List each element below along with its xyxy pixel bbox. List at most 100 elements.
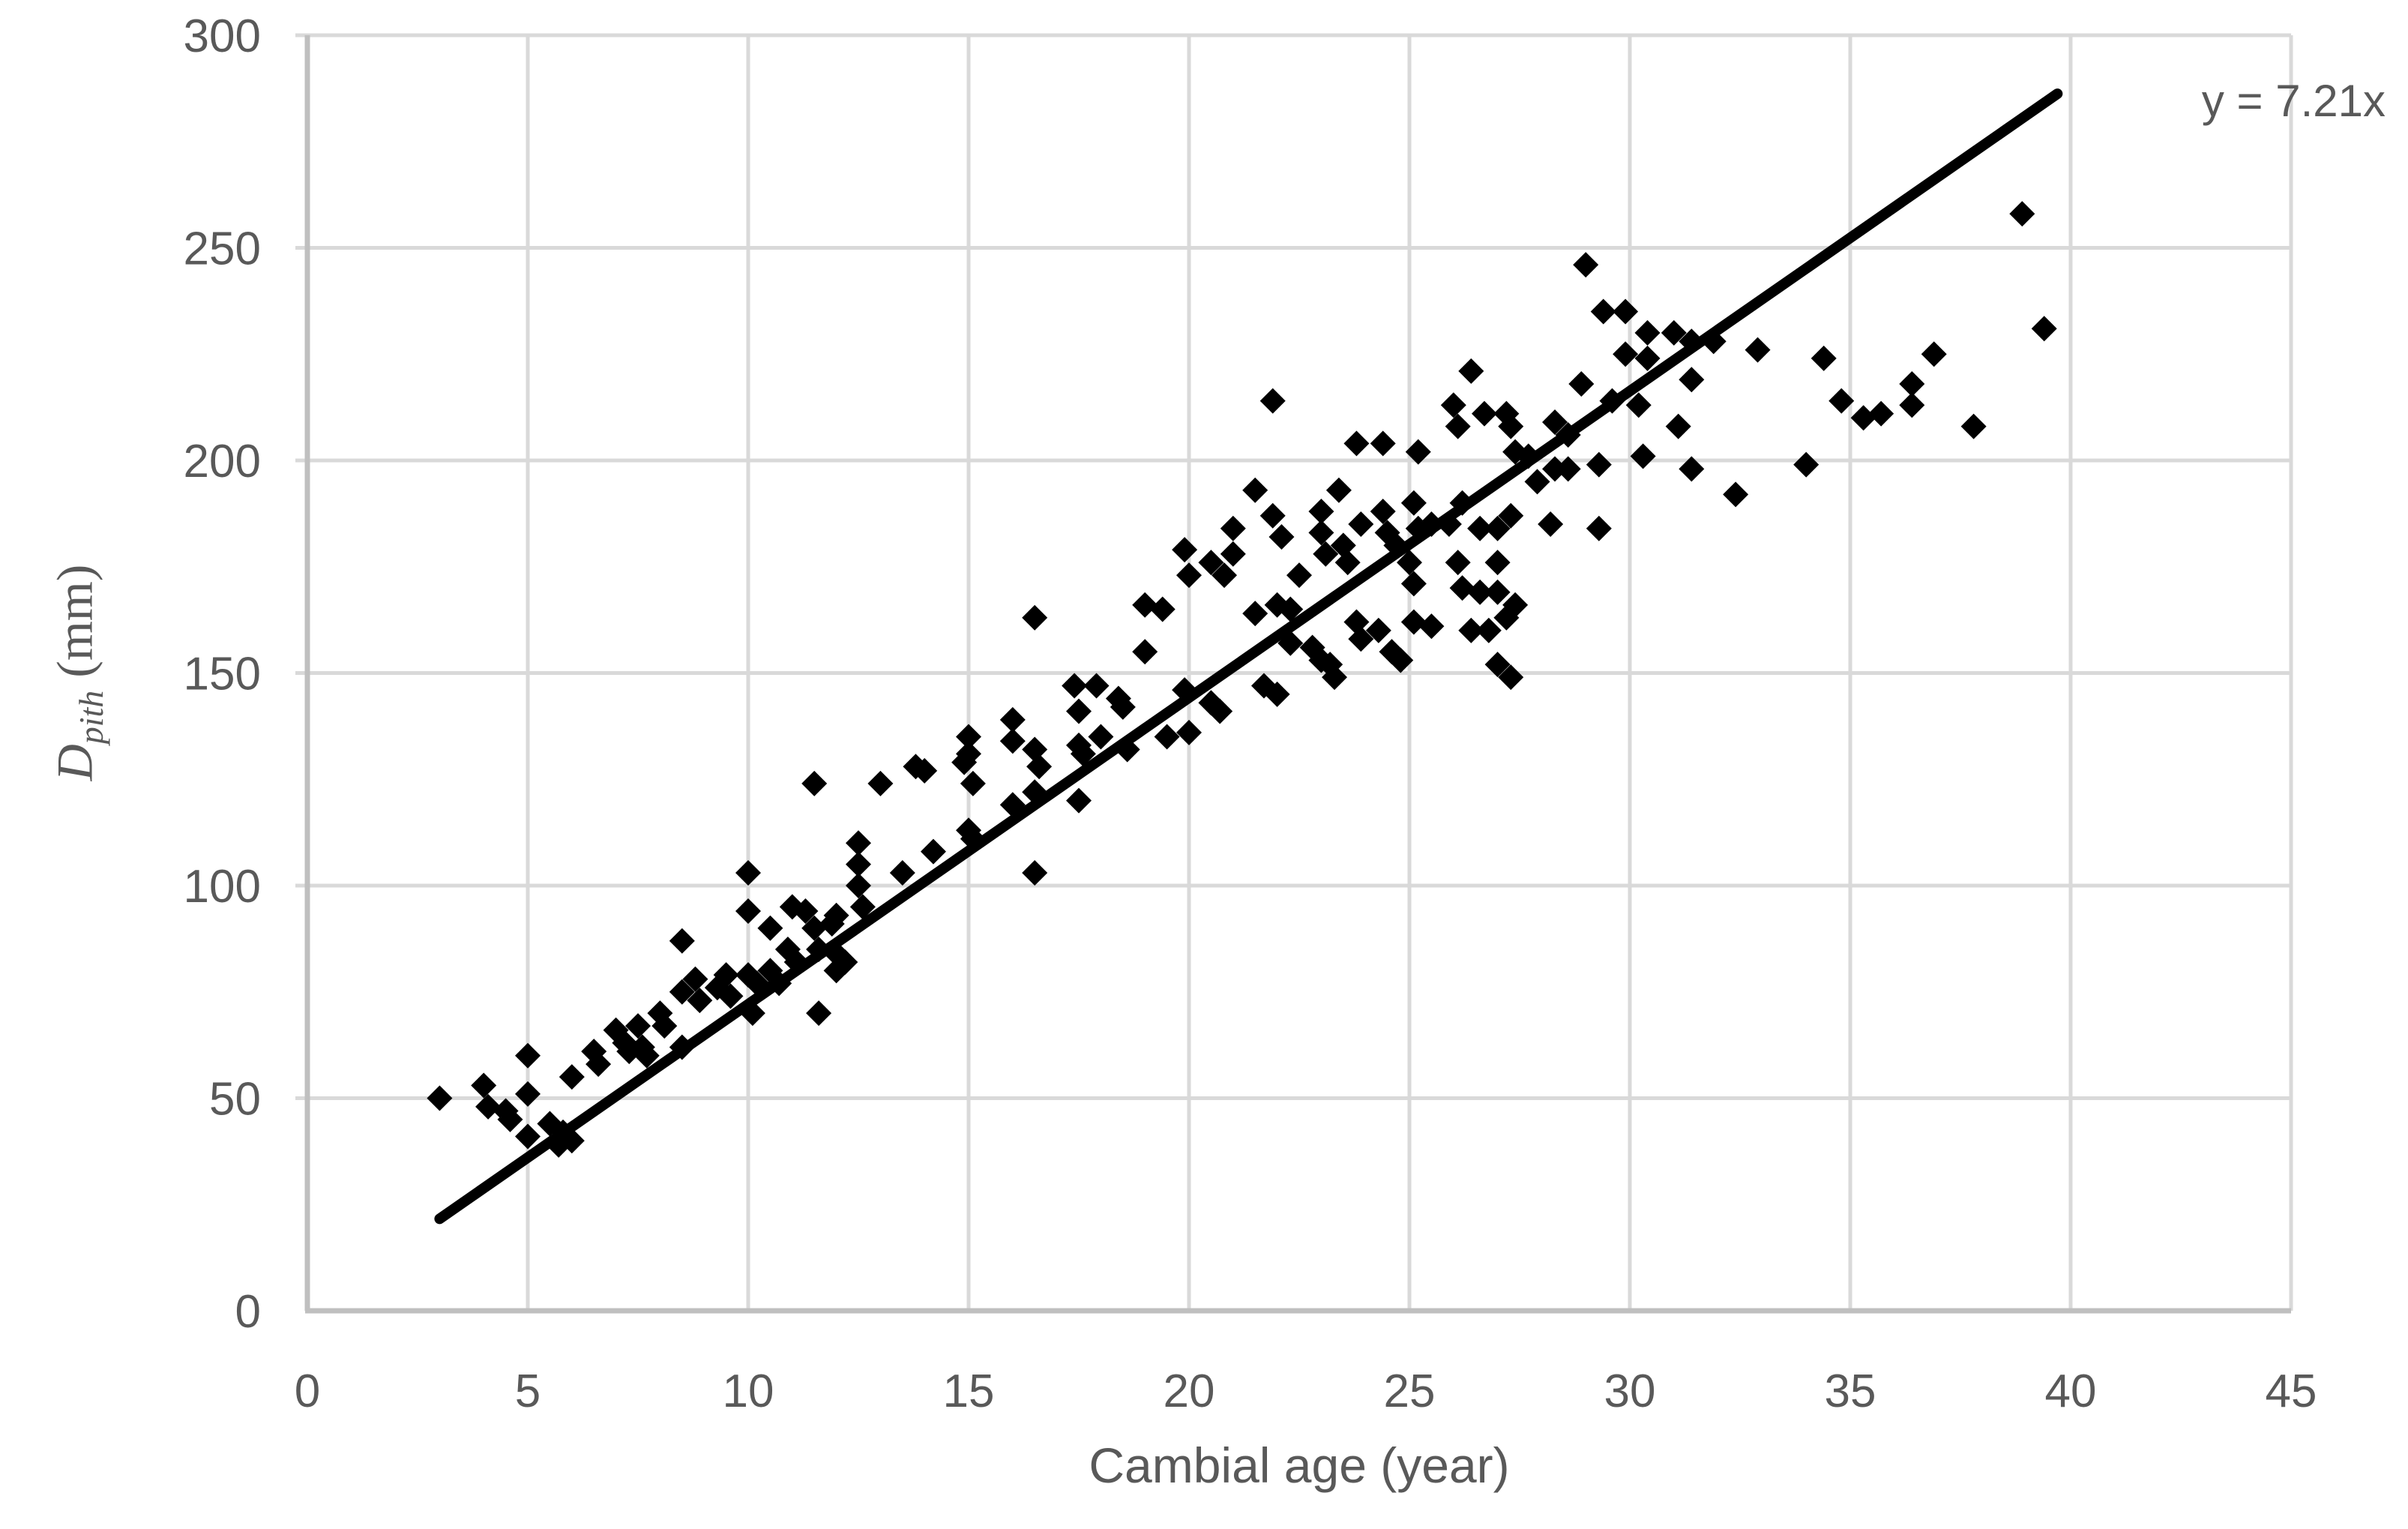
data-point bbox=[1586, 515, 1612, 541]
data-point bbox=[1538, 511, 1564, 538]
data-point bbox=[1400, 609, 1427, 635]
data-point bbox=[956, 741, 981, 767]
y-axis-subscript: pith bbox=[72, 690, 111, 745]
x-axis-title: Cambial age (year) bbox=[1089, 1438, 1510, 1493]
data-point bbox=[687, 988, 713, 1014]
data-point bbox=[1436, 511, 1462, 538]
data-point bbox=[1661, 319, 1687, 346]
data-point bbox=[1114, 736, 1140, 763]
data-point bbox=[651, 1013, 678, 1039]
data-point bbox=[1960, 413, 1987, 439]
data-point bbox=[792, 898, 819, 925]
data-point bbox=[1313, 541, 1339, 567]
data-point bbox=[559, 1128, 585, 1154]
data-point bbox=[846, 851, 871, 877]
data-point bbox=[757, 915, 783, 941]
data-point bbox=[633, 1042, 660, 1069]
data-point bbox=[2009, 201, 2035, 227]
x-tick-label-35: 35 bbox=[1825, 1366, 1876, 1417]
data-point bbox=[1542, 456, 1568, 482]
data-point bbox=[1022, 779, 1048, 805]
data-point bbox=[1176, 562, 1202, 589]
data-point bbox=[475, 1093, 502, 1120]
data-point bbox=[1370, 499, 1396, 525]
data-point bbox=[735, 898, 761, 925]
data-point bbox=[1467, 515, 1493, 541]
data-point bbox=[783, 949, 810, 976]
y-tick-label-100: 100 bbox=[184, 861, 261, 913]
data-point bbox=[1418, 613, 1445, 640]
data-point bbox=[867, 770, 894, 796]
data-point bbox=[1220, 515, 1246, 541]
data-point bbox=[586, 1051, 612, 1078]
data-point bbox=[1172, 677, 1198, 703]
x-tick-label-10: 10 bbox=[723, 1366, 774, 1417]
data-point bbox=[1322, 664, 1348, 691]
data-point bbox=[1277, 630, 1304, 656]
data-point bbox=[1383, 532, 1409, 559]
data-point bbox=[1921, 341, 1947, 367]
data-point bbox=[1665, 413, 1691, 439]
y-axis-unit: (mm) bbox=[46, 564, 103, 691]
data-point bbox=[1723, 481, 1749, 508]
data-point bbox=[1630, 443, 1656, 469]
data-point bbox=[1515, 443, 1541, 469]
data-point bbox=[515, 1042, 541, 1069]
data-point bbox=[1573, 252, 1599, 278]
y-axis-title: Dpith (mm) bbox=[46, 564, 111, 781]
data-point bbox=[1445, 413, 1471, 439]
data-point bbox=[1418, 511, 1445, 538]
data-point bbox=[1277, 596, 1304, 622]
data-point bbox=[1498, 502, 1524, 529]
data-point bbox=[846, 830, 871, 856]
data-point bbox=[427, 1085, 453, 1111]
data-point bbox=[1348, 626, 1374, 652]
data-point bbox=[1700, 328, 1727, 355]
data-point bbox=[1810, 345, 1837, 371]
data-point bbox=[1132, 592, 1158, 618]
data-point bbox=[1498, 413, 1524, 439]
data-point bbox=[1590, 298, 1616, 325]
data-point bbox=[1613, 341, 1639, 367]
data-point bbox=[1110, 694, 1136, 720]
x-tick-label-45: 45 bbox=[2266, 1366, 2317, 1417]
data-point bbox=[1172, 537, 1198, 563]
data-point bbox=[1268, 524, 1295, 550]
data-point bbox=[1308, 520, 1334, 546]
data-point bbox=[1343, 430, 1370, 457]
data-point bbox=[1149, 596, 1176, 622]
data-point bbox=[1400, 490, 1427, 516]
data-point bbox=[1484, 515, 1511, 541]
data-point bbox=[1793, 451, 1819, 478]
data-point bbox=[1207, 698, 1233, 724]
data-point bbox=[1286, 562, 1312, 589]
data-point bbox=[1828, 388, 1855, 414]
data-point bbox=[1475, 617, 1502, 643]
data-point bbox=[999, 706, 1026, 733]
data-point bbox=[1348, 511, 1374, 538]
data-point bbox=[1679, 367, 1705, 393]
data-point bbox=[1066, 698, 1092, 724]
data-point bbox=[1498, 664, 1524, 691]
data-point bbox=[1524, 469, 1550, 495]
y-tick-label-0: 0 bbox=[235, 1286, 261, 1338]
data-point bbox=[806, 937, 832, 963]
data-point bbox=[960, 826, 986, 852]
data-point bbox=[1334, 550, 1361, 576]
data-point bbox=[1198, 550, 1224, 576]
data-point bbox=[766, 970, 792, 997]
data-point bbox=[1449, 490, 1475, 516]
data-point bbox=[912, 757, 938, 784]
data-point bbox=[744, 970, 770, 997]
data-point bbox=[1259, 388, 1286, 414]
data-point bbox=[515, 1123, 541, 1150]
data-point bbox=[2031, 316, 2057, 342]
data-point bbox=[1022, 604, 1048, 631]
y-tick-label-200: 200 bbox=[184, 436, 261, 487]
data-point bbox=[823, 902, 849, 928]
data-point bbox=[669, 979, 695, 1005]
data-point bbox=[806, 1000, 832, 1027]
data-point bbox=[1370, 430, 1396, 457]
data-point bbox=[1471, 400, 1497, 427]
data-point bbox=[1308, 499, 1334, 525]
